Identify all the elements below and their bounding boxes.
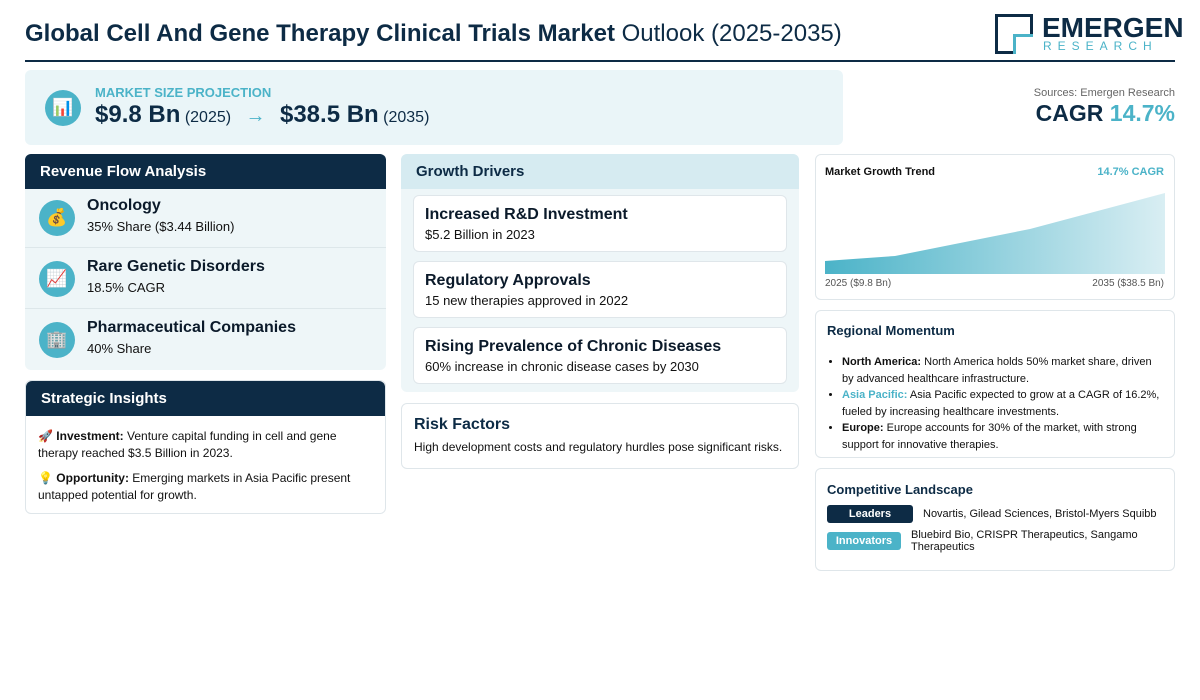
region: North America: North America holds 50% m… — [842, 354, 1166, 387]
start-year: (2025) — [184, 109, 232, 126]
competitive-card: Competitive Landscape Leaders Novartis, G… — [815, 468, 1175, 571]
risk-text: High development costs and regulatory hu… — [414, 440, 783, 454]
trend-title: Market Growth Trend — [825, 166, 936, 178]
start-value: $9.8 Bn — [95, 101, 181, 128]
insight-label: Investment: — [56, 429, 124, 443]
insight-label: Opportunity: — [56, 471, 129, 485]
revenue-item: 📈 Rare Genetic Disorders 18.5% CAGR — [25, 248, 386, 309]
insight-icon: 💡 — [38, 471, 53, 485]
risk-title: Risk Factors — [414, 416, 511, 433]
region-text: North America holds 50% market share, dr… — [842, 356, 1152, 385]
title-rest: Outlook (2025-2035) — [621, 20, 842, 47]
item-name: Pharmaceutical Companies — [87, 319, 296, 336]
cagr-label: CAGR — [1035, 100, 1104, 126]
item-name: Rare Genetic Disorders — [87, 258, 265, 275]
cagr: CAGR 14.7% — [1036, 100, 1175, 127]
item-icon: 📈 — [39, 261, 75, 297]
projection-icon: 📊 — [45, 90, 81, 126]
driver: Regulatory Approvals 15 new therapies app… — [413, 261, 787, 318]
sources: Sources: Emergen Research — [1033, 87, 1175, 99]
revenue-item: 💰 Oncology 35% Share ($3.44 Billion) — [25, 187, 386, 248]
driver-name: Increased R&D Investment — [425, 206, 628, 223]
competitive-row: Leaders Novartis, Gilead Sciences, Bristo… — [827, 505, 1157, 523]
competitive-title: Competitive Landscape — [827, 482, 973, 497]
projection-values: $9.8 Bn (2025) → $38.5 Bn (2035) — [95, 101, 429, 129]
competitive-row: Innovators Bluebird Bio, CRISPR Therapeut… — [827, 529, 1167, 553]
item-name: Oncology — [87, 197, 161, 214]
header-title: Global Cell And Gene Therapy Clinical Tr… — [25, 20, 842, 48]
item-icon: 💰 — [39, 200, 75, 236]
insights-body: 🚀 Investment: Venture capital funding in… — [26, 416, 385, 524]
driver-detail: 15 new therapies approved in 2022 — [425, 293, 629, 308]
region-name: North America: — [842, 356, 922, 368]
region-name: Europe: — [842, 422, 884, 434]
insight-text: Venture capital funding in cell and gene… — [38, 429, 337, 460]
driver-detail: $5.2 Billion in 2023 — [425, 227, 535, 242]
trend-area — [825, 193, 1165, 274]
tag: Leaders — [827, 505, 913, 523]
trend-badge: 14.7% CAGR — [1097, 166, 1164, 178]
insight-text: Emerging markets in Asia Pacific present… — [38, 471, 351, 502]
tag-names: Bluebird Bio, CRISPR Therapeutics, Sanga… — [911, 529, 1138, 553]
insight-icon: 🚀 — [38, 429, 53, 443]
cagr-value: 14.7% — [1109, 100, 1175, 126]
revenue-title: Revenue Flow Analysis — [25, 154, 386, 189]
regional-list: North America: North America holds 50% m… — [816, 354, 1166, 453]
regional-card: Regional Momentum North America: North A… — [815, 310, 1175, 458]
arrow: → — [245, 105, 266, 127]
risk-card: Risk Factors High development costs and … — [401, 403, 799, 469]
end-value: $38.5 Bn — [279, 101, 379, 128]
revenue-card: Revenue Flow Analysis 💰 Oncology 35% Share… — [25, 154, 386, 370]
region: Asia Pacific: Asia Pacific expected to g… — [842, 387, 1166, 420]
driver-name: Rising Prevalence of Chronic Diseases — [425, 338, 722, 355]
region-text: Europe accounts for 30% of the market, w… — [842, 422, 1137, 451]
insights-card: Strategic Insights 🚀 Investment: Venture… — [25, 380, 386, 514]
driver-detail: 60% increase in chronic disease cases by… — [425, 359, 699, 374]
insight: 🚀 Investment: Venture capital funding in… — [38, 428, 373, 462]
item-detail: 18.5% CAGR — [87, 280, 166, 295]
title-bold: Global Cell And Gene Therapy Clinical Tr… — [25, 20, 615, 47]
insight: 💡 Opportunity: Emerging markets in Asia … — [38, 470, 373, 504]
driver-name: Regulatory Approvals — [425, 272, 591, 289]
trend-end: 2035 ($38.5 Bn) — [1092, 278, 1164, 289]
item-detail: 40% Share — [87, 341, 152, 356]
area-shape — [825, 193, 1165, 274]
tag-names: Novartis, Gilead Sciences, Bristol-Myers… — [923, 508, 1157, 520]
end-year: (2035) — [383, 109, 430, 126]
regional-title: Regional Momentum — [827, 323, 955, 338]
projection-box: 📊 MARKET SIZE PROJECTION $9.8 Bn (2025) … — [25, 70, 843, 145]
region-name: Asia Pacific: — [842, 389, 908, 401]
tag: Innovators — [827, 532, 901, 550]
header-rule — [25, 60, 1175, 62]
logo-sub: RESEARCH — [1043, 39, 1158, 53]
item-detail: 35% Share ($3.44 Billion) — [87, 219, 235, 234]
revenue-item: 🏢 Pharmaceutical Companies 40% Share — [25, 309, 386, 370]
trend-card: Market Growth Trend 14.7% CAGR 2025 ($9.… — [815, 154, 1175, 300]
projection-label: MARKET SIZE PROJECTION — [95, 85, 272, 100]
item-icon: 🏢 — [39, 322, 75, 358]
drivers-title: Growth Drivers — [401, 154, 799, 189]
logo-mark — [995, 14, 1033, 54]
driver: Increased R&D Investment $5.2 Billion in … — [413, 195, 787, 252]
drivers-card: Growth Drivers Increased R&D Investment $… — [401, 154, 799, 392]
region-text: Asia Pacific expected to grow at a CAGR … — [842, 389, 1160, 418]
driver: Rising Prevalence of Chronic Diseases 60%… — [413, 327, 787, 384]
logo-accent — [1013, 34, 1033, 54]
region: Europe: Europe accounts for 30% of the m… — [842, 420, 1166, 453]
trend-start: 2025 ($9.8 Bn) — [825, 278, 892, 289]
insights-title: Strategic Insights — [26, 381, 385, 416]
logo-main: EMERGEN — [1042, 12, 1184, 43]
